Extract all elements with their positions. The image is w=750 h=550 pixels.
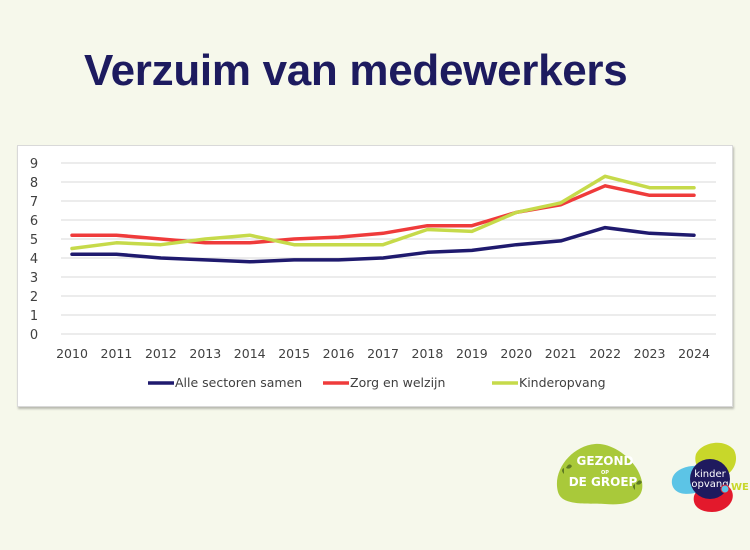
series-line-zorg-en-welzijn [70, 184, 696, 245]
y-tick-label: 0 [30, 328, 38, 343]
y-tick-label: 3 [30, 271, 38, 286]
slide-title: Verzuim van medewerkers [84, 46, 628, 95]
x-tick-label: 2011 [101, 346, 133, 361]
svg-text:DE GROEP: DE GROEP [569, 475, 638, 489]
svg-text:WE: WE [731, 482, 749, 493]
x-tick-label: 2015 [278, 346, 310, 361]
series-line-kinderopvang [70, 174, 696, 251]
x-tick-label: 2013 [189, 346, 221, 361]
x-tick-label: 2014 [234, 346, 266, 361]
kinderopvang-logo-shape: kinder opvang WE [671, 442, 749, 512]
legend-label: Kinderopvang [519, 375, 606, 390]
y-tick-label: 6 [30, 214, 38, 229]
leaf-icon [562, 464, 572, 474]
y-tick-label: 8 [30, 176, 38, 191]
chart-series-lines [70, 174, 696, 264]
gezond-op-de-groep-logo: GEZOND OP DE GROEP [550, 440, 645, 510]
svg-text:kinder: kinder [694, 469, 726, 480]
x-tick-label: 2010 [56, 346, 88, 361]
x-tick-label: 2021 [545, 346, 577, 361]
x-tick-label: 2020 [500, 346, 532, 361]
gezond-logo-shape: GEZOND OP DE GROEP [556, 443, 643, 505]
y-tick-label: 5 [30, 233, 38, 248]
x-tick-label: 2017 [367, 346, 399, 361]
x-axis-ticks: 2010 2011 2012 2013 2014 2015 2016 2017 2018 2019… [56, 346, 710, 361]
series-line-alle-sectoren-samen [70, 225, 696, 264]
y-tick-label: 9 [30, 157, 38, 172]
x-tick-label: 2023 [634, 346, 666, 361]
x-tick-label: 2016 [323, 346, 355, 361]
x-tick-label: 2024 [678, 346, 710, 361]
y-tick-label: 4 [30, 252, 38, 267]
legend-label: Zorg en welzijn [350, 375, 445, 390]
x-tick-label: 2022 [589, 346, 621, 361]
y-axis-ticks: 0 1 2 3 4 5 6 7 8 9 [30, 157, 38, 343]
svg-text:opvang: opvang [691, 479, 728, 490]
leaf-icon [633, 480, 642, 490]
y-tick-label: 2 [30, 290, 38, 305]
y-tick-label: 1 [30, 309, 38, 324]
y-tick-label: 7 [30, 195, 38, 210]
svg-text:GEZOND: GEZOND [577, 454, 634, 468]
x-tick-label: 2019 [456, 346, 488, 361]
svg-text:OP: OP [601, 470, 609, 476]
kinderopvang-logo: kinder opvang WE [668, 440, 750, 515]
legend-label: Alle sectoren samen [175, 375, 302, 390]
x-tick-label: 2018 [412, 346, 444, 361]
chart-legend: Alle sectoren samen Zorg en welzijn Kinder… [148, 375, 606, 390]
x-tick-label: 2012 [145, 346, 177, 361]
